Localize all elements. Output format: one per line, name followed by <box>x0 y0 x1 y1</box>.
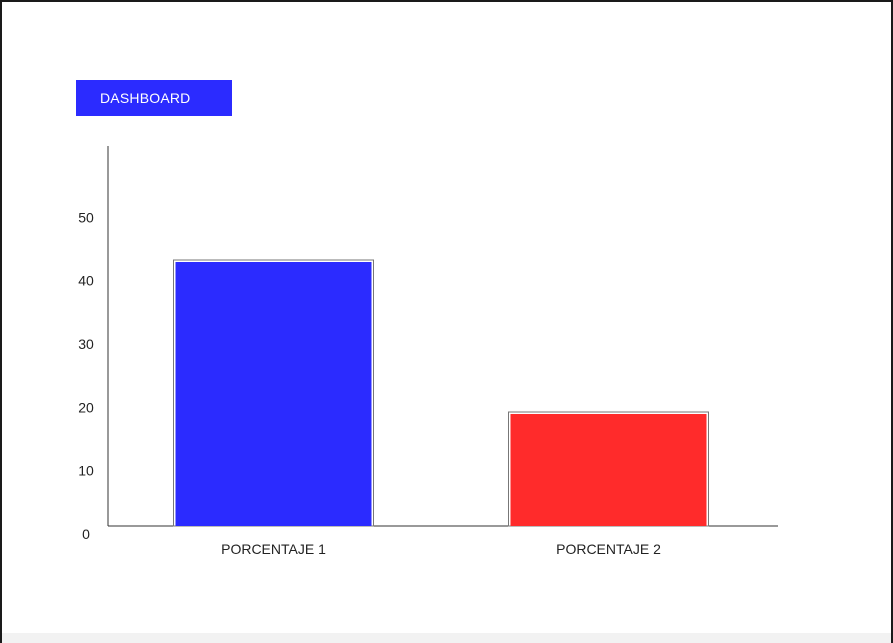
y-tick-label: 40 <box>78 273 94 289</box>
bars <box>173 259 709 527</box>
y-tick-label: 10 <box>78 463 94 479</box>
dashboard-button[interactable]: DASHBOARD <box>76 80 232 116</box>
category-label: PORCENTAJE 2 <box>556 541 661 557</box>
y-tick-label: 30 <box>78 336 94 352</box>
y-tick-label: 20 <box>78 399 94 415</box>
y-tick-label: 0 <box>82 526 90 542</box>
y-tick-labels: 0 10 20 30 40 50 <box>78 209 94 542</box>
category-labels: PORCENTAJE 1 PORCENTAJE 2 <box>221 541 661 557</box>
bottom-strip <box>2 633 891 643</box>
bar[interactable] <box>175 262 372 526</box>
y-tick-label: 50 <box>78 209 94 225</box>
bar[interactable] <box>510 414 707 526</box>
category-label: PORCENTAJE 1 <box>221 541 326 557</box>
